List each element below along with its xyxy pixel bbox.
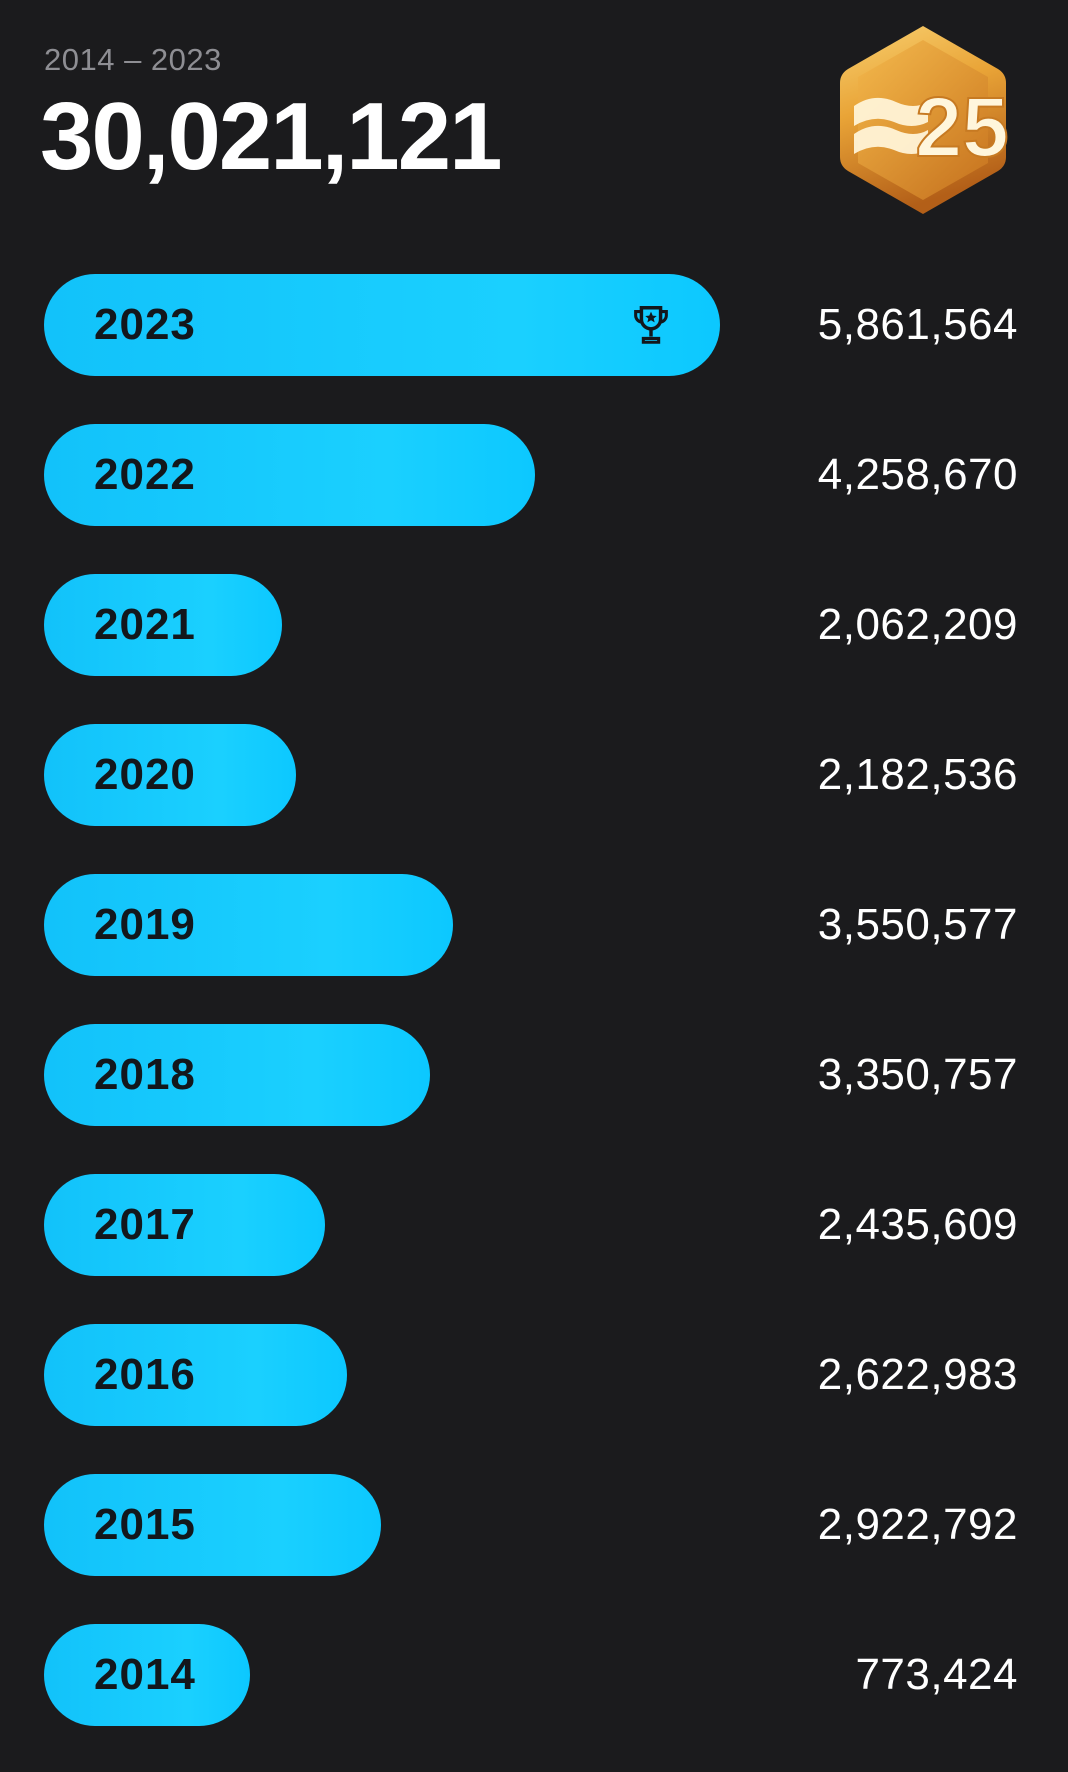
bar-2020: 2020 (44, 724, 296, 826)
bar-label: 2015 (94, 1500, 196, 1549)
value-label: 4,258,670 (817, 450, 1018, 499)
value-label: 3,550,577 (817, 900, 1018, 949)
bar-row: 2021 2,062,209 (0, 574, 1068, 676)
bar-2017: 2017 (44, 1174, 325, 1276)
bar-label: 2016 (94, 1350, 196, 1399)
hexagon-25-badge-icon: 25 (840, 26, 1010, 214)
bar-label: 2017 (94, 1200, 196, 1249)
value-label: 3,350,757 (817, 1050, 1018, 1099)
bar-2014: 2014 (44, 1624, 250, 1726)
value-label: 2,622,983 (817, 1350, 1018, 1399)
date-range: 2014 – 2023 (44, 42, 222, 77)
bar-2022: 2022 (44, 424, 535, 526)
bar-2018: 2018 (44, 1024, 430, 1126)
value-label: 2,435,609 (817, 1200, 1018, 1249)
bar-label: 2020 (94, 750, 196, 799)
bar-2015: 2015 (44, 1474, 381, 1576)
value-label: 5,861,564 (817, 300, 1018, 349)
badge-label: 25 (915, 80, 1008, 174)
bar-row: 2015 2,922,792 (0, 1474, 1068, 1576)
total-count: 30,021,121 (40, 83, 502, 190)
bar-row: 2023 5,861,564 (0, 274, 1068, 376)
bar-2023: 2023 (44, 274, 720, 376)
bar-row: 2019 3,550,577 (0, 874, 1068, 976)
bar-row: 2017 2,435,609 (0, 1174, 1068, 1276)
value-label: 2,062,209 (817, 600, 1018, 649)
value-label: 2,922,792 (817, 1500, 1018, 1549)
bar-2021: 2021 (44, 574, 282, 676)
bar-label: 2019 (94, 900, 196, 949)
value-label: 773,424 (855, 1650, 1018, 1699)
bar-label: 2023 (94, 300, 196, 349)
bar-row: 2022 4,258,670 (0, 424, 1068, 526)
bar-row: 2014 773,424 (0, 1624, 1068, 1726)
bar-label: 2018 (94, 1050, 196, 1099)
bar-2019: 2019 (44, 874, 453, 976)
value-label: 2,182,536 (817, 750, 1018, 799)
bar-label: 2021 (94, 600, 196, 649)
bar-row: 2016 2,622,983 (0, 1324, 1068, 1426)
bar-2016: 2016 (44, 1324, 347, 1426)
trophy-icon (634, 306, 668, 344)
bar-label: 2014 (94, 1650, 196, 1699)
bar-label: 2022 (94, 450, 196, 499)
bar-row: 2020 2,182,536 (0, 724, 1068, 826)
bar-row: 2018 3,350,757 (0, 1024, 1068, 1126)
